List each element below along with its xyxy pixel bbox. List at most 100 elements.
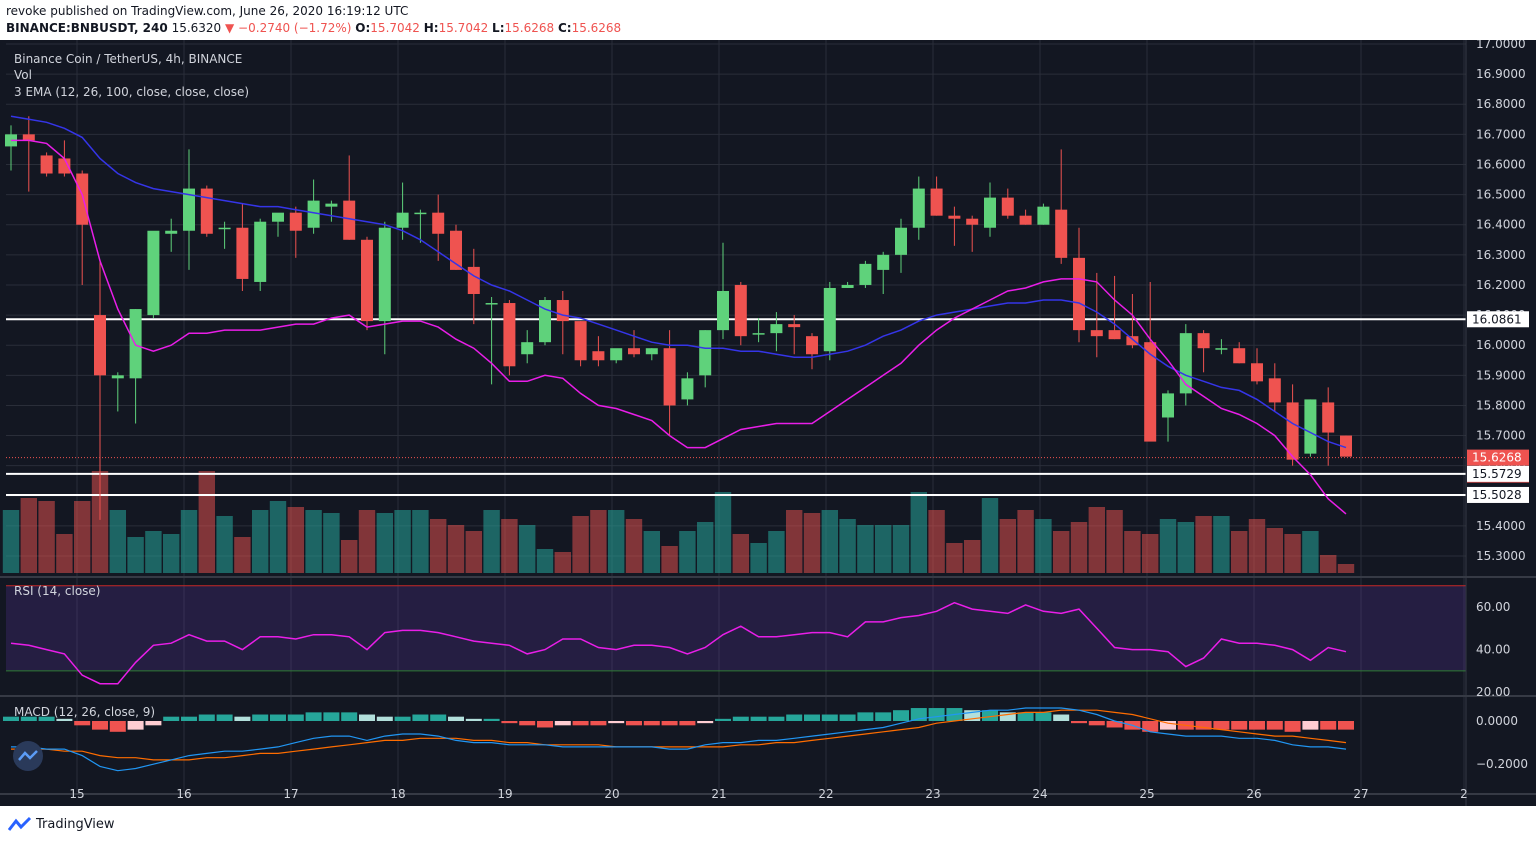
candle-body[interactable] [111,375,124,379]
candle[interactable] [361,236,373,331]
candle[interactable] [450,224,462,270]
candle-body[interactable] [1215,348,1228,350]
candle-body[interactable] [1162,393,1174,418]
candle[interactable] [1304,399,1317,457]
candle[interactable] [539,297,551,346]
candle[interactable] [307,179,320,234]
candle-body[interactable] [218,227,231,230]
candle-body[interactable] [76,173,89,225]
candle[interactable] [1037,203,1050,225]
candle-body[interactable] [343,200,356,240]
candle[interactable] [628,330,640,358]
candle[interactable] [1286,384,1299,466]
candle[interactable] [1090,272,1103,358]
candle[interactable] [503,300,516,376]
candle[interactable] [752,318,765,343]
candle-body[interactable] [556,300,569,322]
candle[interactable] [485,297,498,385]
candle-body[interactable] [414,212,427,215]
candle[interactable] [859,260,872,288]
candle[interactable] [218,221,231,249]
candles[interactable] [5,116,1352,520]
candle-body[interactable] [485,303,498,305]
time-axis[interactable]: 15 16 17 18 19 20 21 22 23 24 25 26 27 2 [69,787,1467,801]
candle[interactable] [147,230,160,319]
candle-body[interactable] [236,227,249,279]
candle[interactable] [788,315,801,355]
candle[interactable] [521,330,534,364]
candle[interactable] [717,242,729,340]
candle[interactable] [770,312,783,352]
candle[interactable] [272,212,284,237]
candle-body[interactable] [289,212,302,231]
candle[interactable] [895,218,907,273]
candle-body[interactable] [1286,402,1299,460]
legend-vol[interactable]: Vol [14,68,32,82]
candle-body[interactable] [966,218,979,225]
candle-body[interactable] [1090,330,1103,337]
candle-body[interactable] [806,336,818,355]
candle-body[interactable] [1019,215,1032,225]
candle-body[interactable] [1037,206,1050,225]
candle-body[interactable] [40,155,53,174]
candle[interactable] [1162,390,1174,442]
candle[interactable] [1019,209,1032,225]
candle-body[interactable] [503,303,516,367]
candle-body[interactable] [984,197,996,228]
candle-body[interactable] [272,212,284,222]
candle[interactable] [1108,275,1121,340]
candle-body[interactable] [325,203,338,207]
candle-body[interactable] [1055,209,1068,258]
candle[interactable] [645,348,658,361]
candle[interactable] [984,182,996,237]
legend-ema[interactable]: 3 EMA (12, 26, 100, close, close, close) [14,85,249,99]
candle-body[interactable] [200,188,213,234]
candle[interactable] [1215,339,1228,355]
candle-body[interactable] [396,212,409,228]
candle[interactable] [930,176,943,216]
candle-body[interactable] [823,287,836,352]
candle-body[interactable] [859,263,872,285]
candle[interactable] [254,218,267,291]
candle[interactable] [841,281,854,288]
candle[interactable] [1144,281,1157,442]
candle-body[interactable] [877,254,890,270]
symbol[interactable]: BINANCE:BNBUSDT, 240 [6,21,168,35]
candle[interactable] [1197,330,1210,373]
candle-body[interactable] [1126,336,1139,346]
candle[interactable] [806,333,818,370]
candle[interactable] [325,200,338,222]
candle-body[interactable] [770,324,783,334]
candle-body[interactable] [1144,342,1157,442]
candle-body[interactable] [574,321,587,361]
candle-body[interactable] [1108,330,1121,340]
candle[interactable] [94,260,106,520]
candle-body[interactable] [450,230,462,270]
candle-body[interactable] [681,378,694,400]
candle[interactable] [1001,188,1014,219]
candle-body[interactable] [645,348,658,355]
candle-body[interactable] [254,221,267,282]
candle[interactable] [76,170,89,285]
candle[interactable] [183,149,195,270]
candle[interactable] [948,206,961,246]
candle-body[interactable] [165,230,178,234]
candle-body[interactable] [1322,402,1335,433]
legend-title[interactable]: Binance Coin / TetherUS, 4h, BINANCE [14,52,242,66]
candle[interactable] [1340,435,1352,457]
candle[interactable] [610,348,623,364]
candle[interactable] [111,372,124,412]
candle[interactable] [699,330,712,388]
candle-body[interactable] [378,227,391,322]
candle[interactable] [22,116,35,192]
candle-body[interactable] [1001,197,1014,216]
candle[interactable] [1251,348,1263,385]
candle-body[interactable] [94,315,106,376]
candle-body[interactable] [930,188,943,216]
candle[interactable] [1055,149,1068,264]
candle-body[interactable] [1073,257,1085,331]
candle-body[interactable] [58,158,71,174]
candle-body[interactable] [1268,378,1281,403]
candle-body[interactable] [752,333,765,335]
candle[interactable] [912,176,925,240]
